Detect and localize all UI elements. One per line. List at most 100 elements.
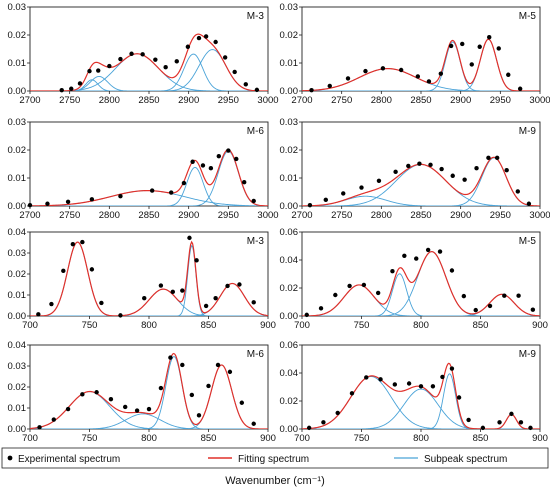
experimental-point (306, 425, 312, 431)
x-tick-label: 2800 (371, 210, 392, 221)
experimental-point (426, 79, 432, 84)
experimental-point (449, 268, 455, 273)
experimental-point (45, 201, 50, 206)
experimental-point (462, 177, 467, 182)
experimental-point (189, 392, 195, 398)
experimental-point (225, 283, 230, 289)
experimental-point (168, 355, 173, 360)
panel-label: M-5 (519, 11, 537, 22)
experimental-point (251, 421, 256, 426)
experimental-point (494, 155, 500, 161)
experimental-point (169, 190, 174, 195)
experimental-point (163, 65, 168, 70)
x-tick-label: 2750 (59, 95, 80, 106)
y-tick-label: 0.02 (280, 283, 299, 294)
experimental-point (69, 86, 74, 91)
experimental-point (108, 396, 114, 402)
subpeak-curve-5 (30, 49, 268, 91)
experimental-point (89, 197, 95, 202)
experimental-point (309, 87, 314, 93)
experimental-point (349, 391, 355, 396)
experimental-point (347, 283, 352, 289)
experimental-point (450, 173, 455, 178)
experimental-point (414, 256, 419, 261)
experimental-point (456, 395, 462, 400)
subpeak-curve-2 (302, 388, 540, 429)
y-tick-label: 0.02 (280, 30, 299, 41)
panel-4: 2700 2750 2800 2850 2900 2950 3000 0.00 0.01 0.02… (280, 117, 550, 221)
y-tick-label: 0.03 (280, 117, 299, 128)
experimental-point (307, 202, 313, 208)
experimental-point (418, 384, 424, 389)
experimental-point (304, 312, 309, 318)
experimental-point (227, 369, 233, 375)
experimental-point (187, 235, 192, 241)
experimental-point (417, 161, 422, 166)
x-tick-label: 800 (141, 433, 157, 444)
experimental-point (477, 44, 482, 49)
experimental-point (437, 249, 443, 254)
experimental-point (222, 55, 228, 60)
experimental-point (51, 417, 56, 422)
x-tick-label: 850 (473, 320, 489, 331)
x-tick-label: 2850 (410, 210, 431, 221)
plot-frame (29, 121, 269, 207)
x-tick-label: 2800 (371, 95, 392, 106)
experimental-point (378, 377, 383, 382)
y-tick-label: 0.04 (280, 368, 299, 379)
experimental-point (364, 375, 369, 380)
x-tick-label: 3000 (529, 95, 550, 106)
experimental-point (194, 258, 199, 263)
y-tick-label: 0.03 (8, 361, 27, 372)
experimental-point (174, 59, 179, 64)
y-tick-label: 0.02 (8, 382, 27, 393)
plot-frame (301, 6, 541, 92)
experimental-point (504, 167, 509, 173)
experimental-point (359, 185, 364, 190)
experimental-point (390, 269, 395, 274)
x-tick-label: 850 (473, 433, 489, 444)
experimental-point (321, 420, 326, 425)
experimental-point (142, 295, 147, 301)
experimental-point (146, 406, 152, 412)
x-tick-label: 2700 (291, 210, 312, 221)
experimental-point (99, 300, 104, 306)
y-tick-label: 0.00 (280, 201, 299, 212)
experimental-point (438, 71, 444, 76)
experimental-point (345, 76, 351, 81)
experimental-point (469, 62, 474, 67)
x-tick-label: 800 (141, 320, 157, 331)
panel-8: 700 750 800 850 900 0.00 0.02 0.04 0.06 M-9 (280, 340, 548, 444)
experimental-point (65, 406, 71, 412)
x-tick-label: 900 (532, 320, 548, 331)
subpeak-curve-2 (30, 75, 268, 91)
y-tick-label: 0.06 (280, 340, 299, 351)
experimental-point (206, 383, 211, 389)
subpeak-curve-3 (302, 373, 540, 429)
experimental-point (59, 87, 64, 93)
experimental-point (474, 166, 479, 171)
experimental-point (243, 82, 248, 87)
experimental-point (242, 180, 247, 185)
experimental-point (123, 404, 128, 410)
experimental-point (406, 381, 412, 386)
subpeak-curve-1 (302, 195, 540, 206)
subpeak-curve-4 (30, 364, 268, 429)
experimental-point (149, 188, 155, 193)
x-axis-label: Wavenumber (cm⁻¹) (225, 475, 325, 487)
experimental-point (96, 68, 101, 73)
experimental-point (251, 198, 256, 204)
fitting-curve (30, 33, 268, 91)
x-tick-label: 3000 (257, 210, 278, 221)
experimental-point (502, 293, 507, 298)
experimental-point (530, 307, 536, 312)
experimental-point (61, 268, 66, 274)
x-tick-label: 2700 (19, 210, 40, 221)
experimental-point (77, 81, 83, 86)
experimental-point (237, 282, 242, 287)
x-tick-label: 2900 (450, 210, 471, 221)
x-tick-label: 800 (413, 433, 429, 444)
plot-frame (301, 231, 541, 317)
panel-label: M-9 (519, 349, 537, 360)
